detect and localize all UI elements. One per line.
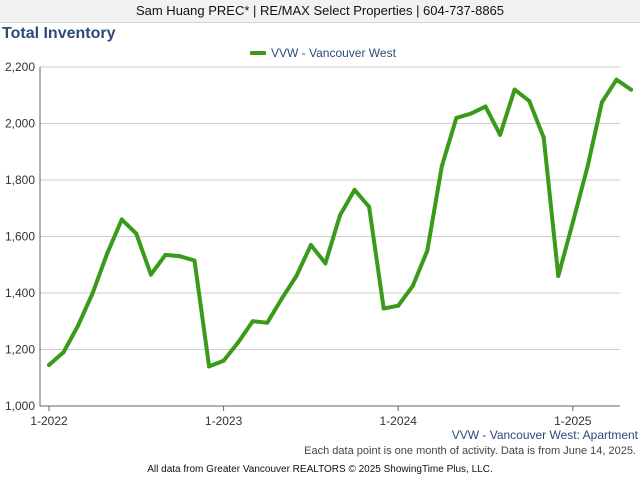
y-tick-label: 1,200	[5, 343, 35, 357]
x-tick-label: 1-2023	[205, 414, 243, 428]
data-point	[454, 115, 459, 120]
data-point	[294, 274, 299, 279]
data-point	[177, 254, 182, 259]
data-point	[308, 242, 313, 247]
chart-title: Total Inventory	[2, 25, 116, 42]
copyright-line: All data from Greater Vancouver REALTORS…	[147, 464, 493, 475]
data-point	[148, 272, 153, 277]
data-point	[498, 132, 503, 137]
data-point	[76, 323, 81, 328]
data-point	[614, 77, 619, 82]
x-tick-label: 1-2022	[30, 414, 68, 428]
y-tick-label: 2,000	[5, 117, 35, 131]
data-point	[323, 261, 328, 266]
data-point	[221, 358, 226, 363]
data-point	[338, 213, 342, 218]
series-line	[47, 77, 633, 369]
data-point	[134, 231, 139, 236]
chart-legend: VVW - Vancouver West	[250, 46, 396, 60]
data-point	[192, 258, 197, 263]
data-point	[599, 100, 604, 105]
legend-swatch	[250, 51, 266, 55]
data-note: Each data point is one month of activity…	[304, 445, 636, 457]
data-point	[90, 291, 95, 295]
y-tick-label: 1,400	[5, 286, 35, 300]
data-point	[352, 187, 357, 192]
data-point	[570, 220, 575, 225]
agent-header: Sam Huang PREC* | RE/MAX Select Properti…	[0, 0, 640, 23]
data-point	[483, 104, 488, 109]
data-point	[381, 306, 386, 311]
x-tick-label: 1-2024	[380, 414, 418, 428]
data-point	[556, 274, 561, 279]
data-point	[236, 340, 241, 345]
data-point	[207, 364, 212, 369]
y-tick-label: 1,800	[5, 173, 35, 187]
y-tick-label: 1,000	[5, 399, 35, 413]
data-point	[410, 283, 415, 288]
data-point	[541, 135, 546, 140]
data-point	[105, 251, 110, 256]
data-point	[250, 319, 255, 324]
data-point	[468, 111, 473, 116]
data-point	[425, 248, 430, 253]
data-point	[629, 87, 633, 92]
agent-contact-line: Sam Huang PREC* | RE/MAX Select Properti…	[135, 3, 505, 18]
y-tick-label: 2,200	[5, 60, 35, 74]
data-point	[585, 165, 590, 170]
x-tick-label: 1-2025	[554, 414, 592, 428]
series-caption: VVW - Vancouver West: Apartment	[451, 428, 638, 442]
y-tick-label: 1,600	[5, 230, 35, 244]
data-point	[439, 163, 444, 168]
data-point	[396, 303, 401, 308]
legend-label: VVW - Vancouver West	[271, 46, 396, 60]
data-point	[527, 98, 532, 103]
data-point	[61, 350, 66, 355]
data-point	[367, 204, 372, 209]
data-point	[119, 217, 124, 222]
data-point	[163, 252, 168, 257]
data-point	[47, 363, 51, 368]
data-point	[265, 320, 270, 325]
data-point	[279, 296, 284, 301]
data-point	[512, 87, 517, 92]
